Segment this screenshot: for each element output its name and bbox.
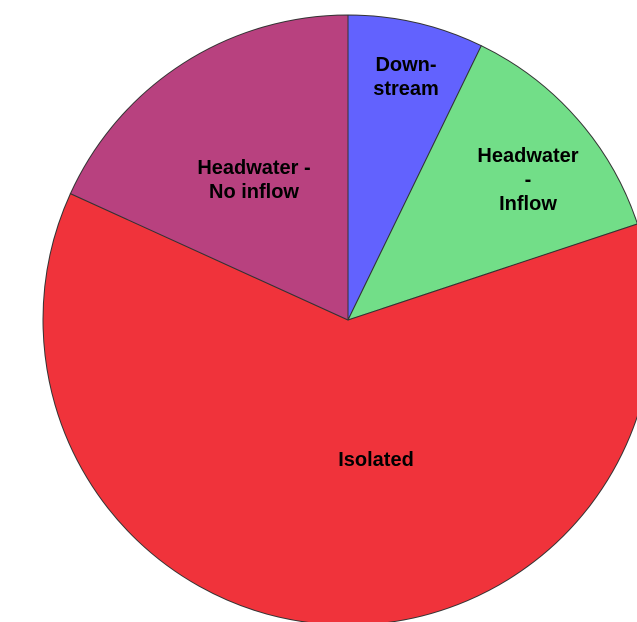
slice-label: Down- stream <box>373 54 439 100</box>
slice-label: Headwater - No inflow <box>197 157 311 203</box>
pie-slice <box>69 14 349 321</box>
pie-slice <box>347 45 637 321</box>
pie-slice <box>42 192 637 622</box>
slice-label: Headwater - Inflow <box>477 145 579 215</box>
pie-slice <box>347 14 482 321</box>
slice-label: Isolated <box>338 449 414 471</box>
